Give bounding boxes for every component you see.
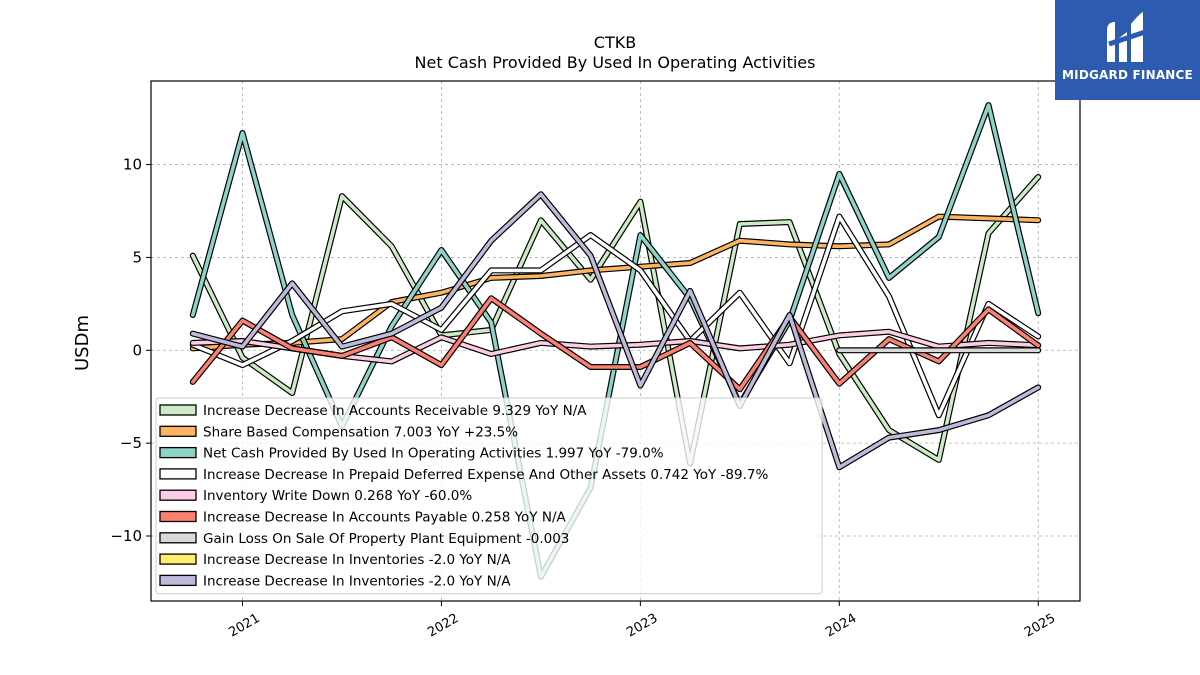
x-tick-label: 2021 (226, 611, 262, 641)
legend-entry: Increase Decrease In Inventories -2.0 Yo… (203, 552, 511, 568)
legend-swatch (159, 446, 197, 459)
chart-title: CTKB (594, 33, 636, 52)
series-line-3 (191, 214, 1040, 418)
legend-swatch (159, 553, 197, 565)
legend-swatch (159, 489, 197, 501)
y-tick-label: 0 (132, 341, 142, 359)
x-tick-label: 2024 (823, 611, 859, 641)
legend-entry: Increase Decrease In Prepaid Deferred Ex… (203, 467, 768, 483)
series-line-5 (191, 296, 1040, 392)
y-tick-label: −10 (110, 527, 142, 545)
legend: Increase Decrease In Accounts Receivable… (155, 397, 823, 595)
legend-entry: Inventory Write Down 0.268 YoY -60.0% (203, 488, 472, 504)
legend-swatch (159, 574, 197, 587)
legend-entry: Share Based Compensation 7.003 YoY +23.5… (203, 424, 518, 440)
chart-subtitle: Net Cash Provided By Used In Operating A… (415, 53, 816, 72)
legend-entry: Gain Loss On Sale Of Property Plant Equi… (203, 531, 569, 547)
legend-entry: Increase Decrease In Accounts Payable 0.… (203, 510, 566, 526)
x-tick-label: 2025 (1022, 611, 1058, 641)
plot-frame (150, 80, 1081, 602)
legend-entry: Increase Decrease In Inventories -2.0 Yo… (203, 573, 511, 589)
y-tick-label: 5 (132, 248, 142, 266)
legend-entry: Increase Decrease In Accounts Receivable… (203, 403, 587, 419)
brand-logo: MIDGARD FINANCE (1055, 0, 1200, 100)
legend-swatch (159, 404, 197, 416)
y-axis-label: USDm (72, 315, 93, 371)
legend-swatch (159, 510, 197, 523)
x-tick-label: 2023 (624, 611, 660, 641)
legend-swatch (159, 532, 197, 544)
legend-swatch (159, 425, 197, 437)
y-tick-label: 10 (123, 156, 142, 174)
y-tick-label: −5 (120, 434, 142, 452)
legend-entry: Net Cash Provided By Used In Operating A… (203, 446, 664, 462)
legend-swatch (159, 468, 197, 480)
series-line-8 (191, 192, 1040, 470)
x-tick-label: 2022 (425, 611, 461, 641)
brand-name: MIDGARD FINANCE (1062, 68, 1193, 82)
legend-box (155, 397, 823, 595)
brand-mark-icon (1107, 12, 1146, 62)
